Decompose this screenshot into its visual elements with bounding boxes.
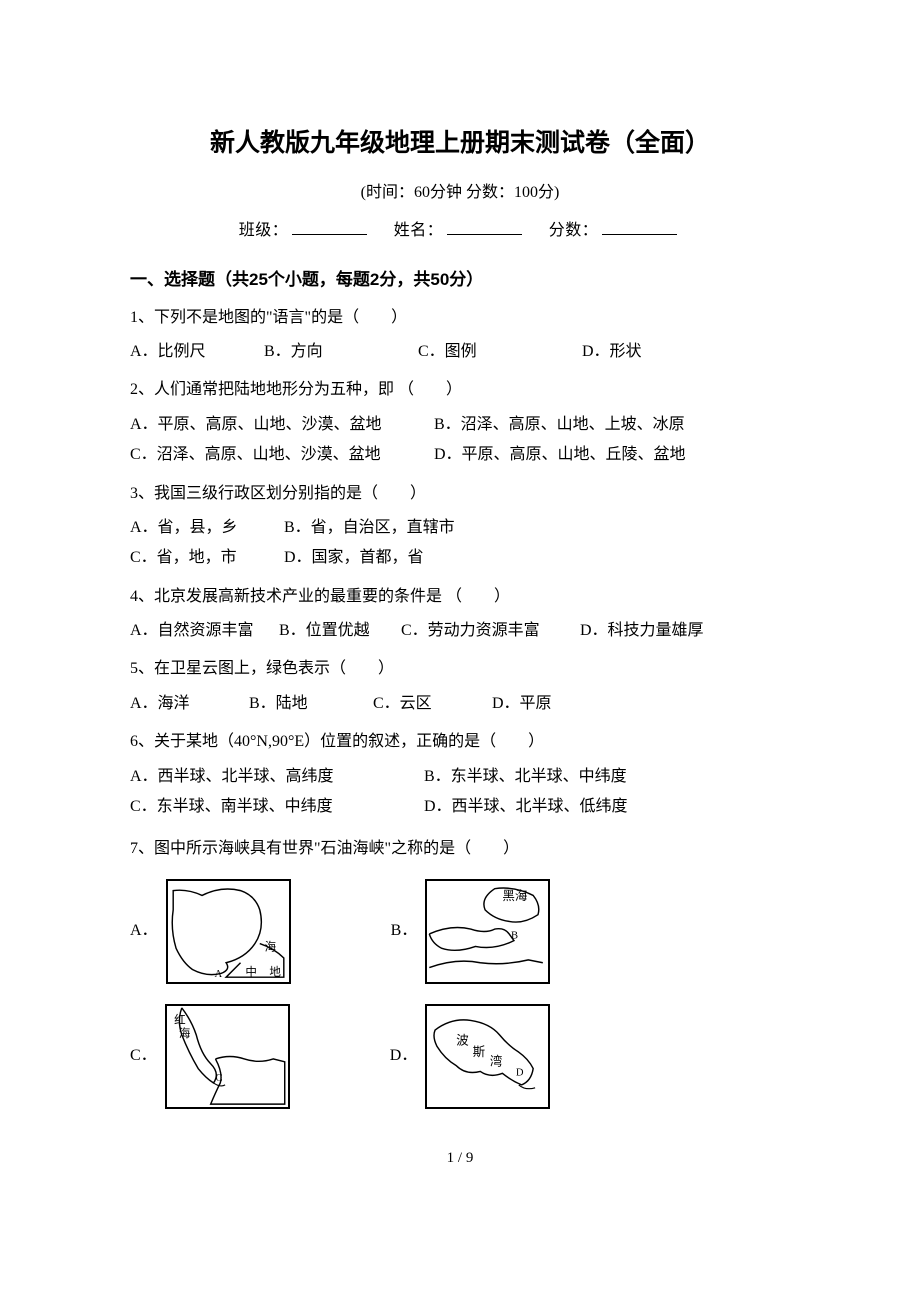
- q6-opt-b: B．东半球、北半球、中纬度: [424, 762, 627, 792]
- score-blank[interactable]: [602, 219, 677, 235]
- q7-row-1: A． 海 中 地 A B． 黑海 B: [130, 879, 790, 984]
- q1-opt-a: A．比例尺: [130, 337, 260, 367]
- q2-opt-b: B．沼泽、高原、山地、上坡、冰原: [434, 410, 757, 440]
- q4-opt-b: B．位置优越: [279, 616, 397, 646]
- svg-text:中: 中: [245, 965, 257, 978]
- q5-stem: 5、在卫星云图上，绿色表示（ ）: [130, 654, 790, 684]
- q1-opt-c: C．图例: [418, 337, 578, 367]
- q7-map-c: 红 海 C: [165, 1004, 290, 1109]
- q2-opt-d: D．平原、高原、山地、丘陵、盆地: [434, 440, 757, 470]
- svg-text:A: A: [214, 969, 222, 980]
- q6-opt-a: A．西半球、北半球、高纬度: [130, 762, 420, 792]
- class-blank[interactable]: [292, 219, 367, 235]
- q5-options: A．海洋 B．陆地 C．云区 D．平原: [130, 689, 790, 719]
- page-number: 1 / 9: [130, 1144, 790, 1173]
- q1-options: A．比例尺 B．方向 C．图例 D．形状: [130, 337, 790, 367]
- q3-stem: 3、我国三级行政区划分别指的是（ ）: [130, 479, 790, 509]
- q3-opt-b: B．省，自治区，直辖市: [284, 513, 455, 543]
- svg-text:湾: 湾: [490, 1053, 503, 1068]
- q5-opt-b: B．陆地: [249, 689, 369, 719]
- q7-opt-d-label: D．: [390, 1041, 418, 1071]
- svg-text:海: 海: [179, 1026, 191, 1040]
- score-label: 分数：: [549, 222, 599, 239]
- q6-stem: 6、关于某地（40°N,90°E）位置的叙述，正确的是（ ）: [130, 727, 790, 757]
- student-info-line: 班级： 姓名： 分数：: [130, 216, 790, 246]
- svg-text:红: 红: [174, 1013, 186, 1026]
- q1-opt-d: D．形状: [582, 337, 642, 367]
- q7-map-b: 黑海 B: [425, 879, 550, 984]
- q7-row-2: C． 红 海 C D． 波 斯 湾 D: [130, 1004, 790, 1109]
- svg-text:斯: 斯: [473, 1045, 486, 1059]
- section-1-header: 一、选择题（共25个小题，每题2分，共50分）: [130, 264, 790, 296]
- q2-opt-c: C．沼泽、高原、山地、沙漠、盆地: [130, 440, 430, 470]
- q1-stem: 1、下列不是地图的"语言"的是（ ）: [130, 303, 790, 333]
- q3-opt-c: C．省，地，市: [130, 543, 280, 573]
- class-label: 班级：: [239, 222, 289, 239]
- q7-stem: 7、图中所示海峡具有世界"石油海峡"之称的是（ ）: [130, 834, 790, 864]
- svg-text:C: C: [215, 1073, 222, 1084]
- svg-text:地: 地: [269, 965, 281, 978]
- q7-opt-b-label: B．: [391, 916, 418, 946]
- q5-opt-d: D．平原: [492, 689, 552, 719]
- exam-title: 新人教版九年级地理上册期末测试卷（全面）: [130, 120, 790, 168]
- q7-opt-a-label: A．: [130, 916, 158, 946]
- q4-options: A．自然资源丰富 B．位置优越 C．劳动力资源丰富 D．科技力量雄厚: [130, 616, 790, 646]
- name-label: 姓名：: [394, 222, 444, 239]
- q7-map-d: 波 斯 湾 D: [425, 1004, 550, 1109]
- q6-opt-d: D．西半球、北半球、低纬度: [424, 792, 628, 822]
- q2-opt-a: A．平原、高原、山地、沙漠、盆地: [130, 410, 430, 440]
- q3-options: A．省，县，乡 B．省，自治区，直辖市 C．省，地，市 D．国家，首都，省: [130, 513, 790, 574]
- q4-opt-d: D．科技力量雄厚: [580, 616, 704, 646]
- exam-subtitle: (时间：60分钟 分数：100分): [130, 178, 790, 208]
- q7-opt-c-label: C．: [130, 1041, 157, 1071]
- q3-opt-d: D．国家，首都，省: [284, 543, 424, 573]
- q4-opt-c: C．劳动力资源丰富: [401, 616, 576, 646]
- q4-stem: 4、北京发展高新技术产业的最重要的条件是 （ ）: [130, 582, 790, 612]
- svg-text:B: B: [511, 931, 518, 942]
- svg-text:海: 海: [264, 939, 276, 953]
- q3-opt-a: A．省，县，乡: [130, 513, 280, 543]
- q5-opt-c: C．云区: [373, 689, 488, 719]
- svg-text:波: 波: [456, 1033, 469, 1047]
- q7-map-a: 海 中 地 A: [166, 879, 291, 984]
- svg-text:D: D: [516, 1067, 524, 1078]
- q6-options: A．西半球、北半球、高纬度 B．东半球、北半球、中纬度 C．东半球、南半球、中纬…: [130, 762, 790, 823]
- svg-text:黑海: 黑海: [503, 888, 529, 903]
- q5-opt-a: A．海洋: [130, 689, 245, 719]
- q6-opt-c: C．东半球、南半球、中纬度: [130, 792, 420, 822]
- q2-stem: 2、人们通常把陆地地形分为五种，即 （ ）: [130, 375, 790, 405]
- q1-opt-b: B．方向: [264, 337, 414, 367]
- q2-options: A．平原、高原、山地、沙漠、盆地 B．沼泽、高原、山地、上坡、冰原 C．沼泽、高…: [130, 410, 790, 471]
- q4-opt-a: A．自然资源丰富: [130, 616, 275, 646]
- name-blank[interactable]: [447, 219, 522, 235]
